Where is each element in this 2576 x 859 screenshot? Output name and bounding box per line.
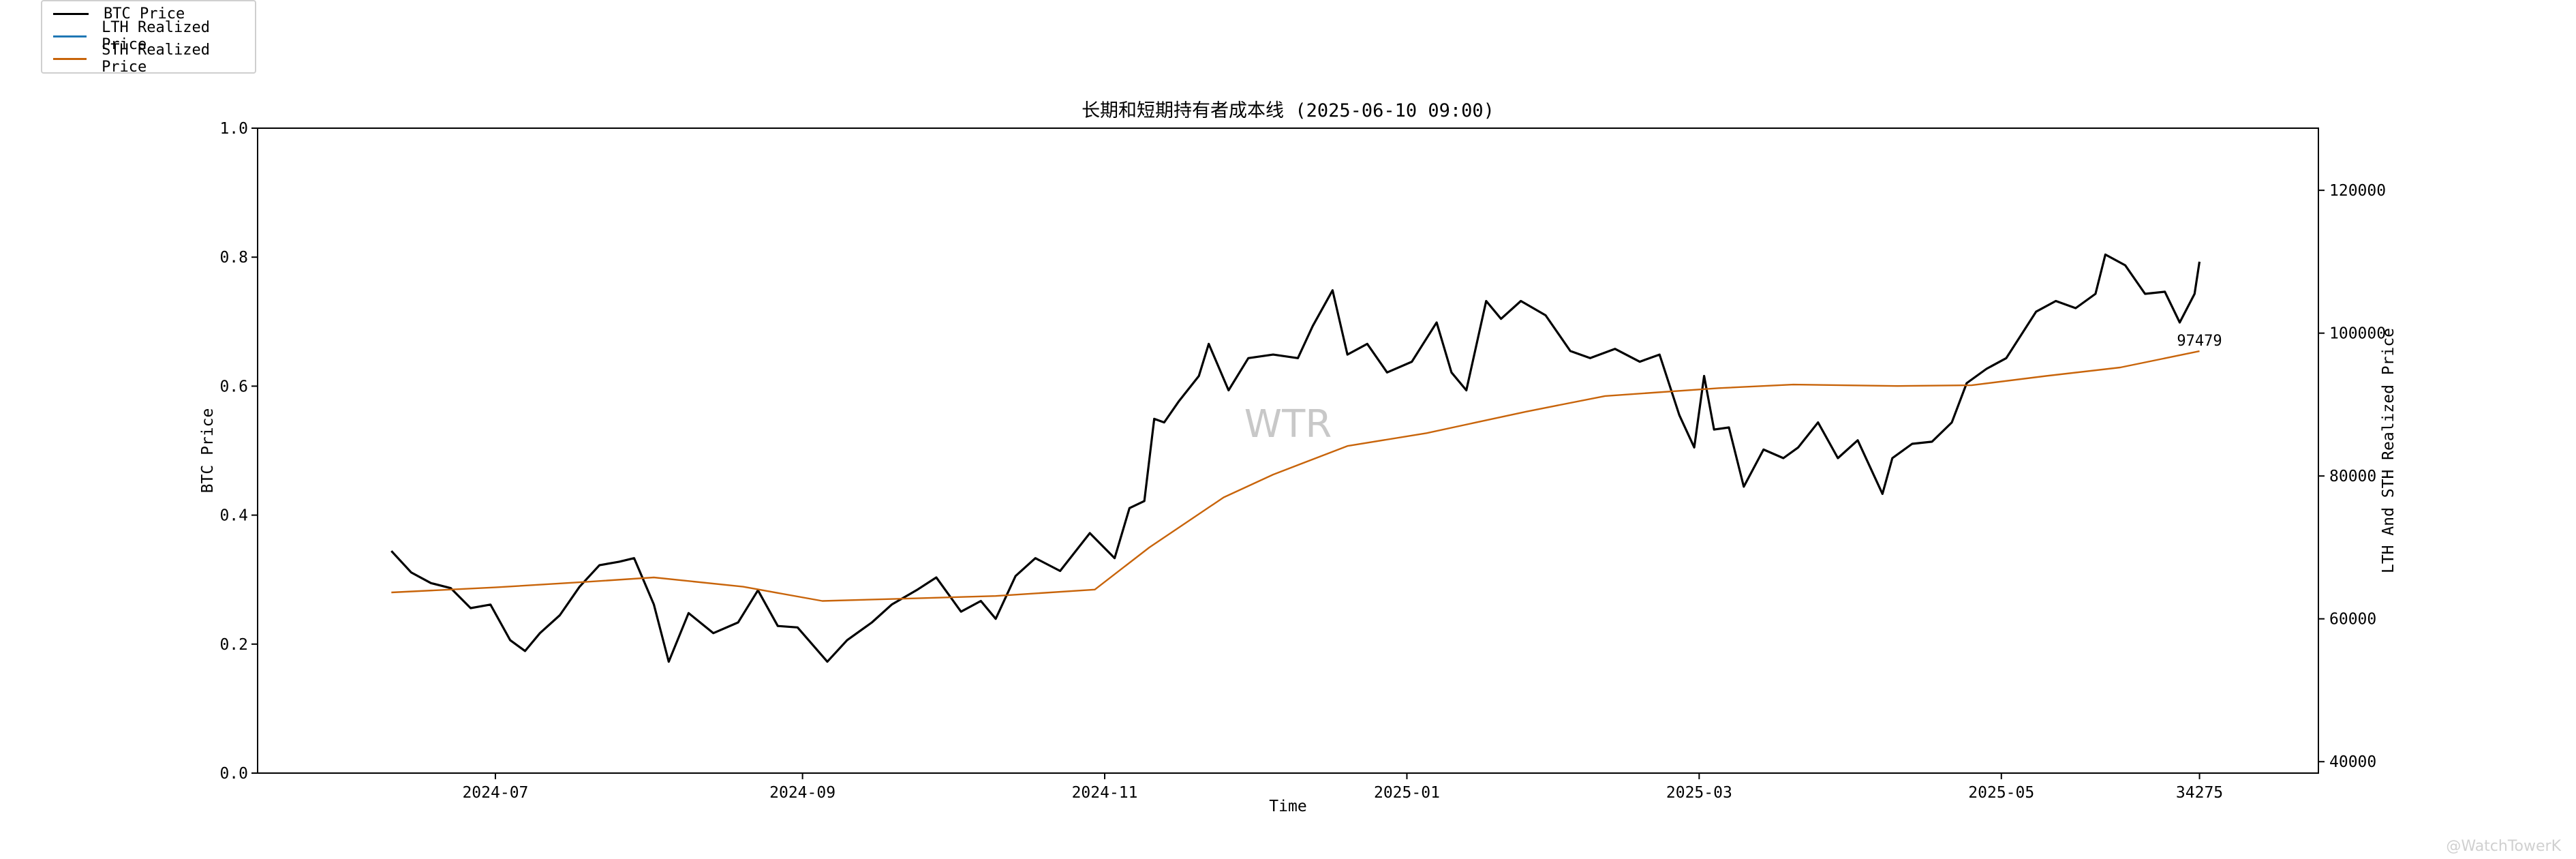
right-axis-label: LTH And STH Realized Price: [2380, 328, 2397, 573]
x-axis-label: Time: [1269, 798, 1306, 815]
x-axis-ticks: 2024-07 2024-09 2024-11 2025-01 2025-03 2025-…: [462, 773, 2223, 802]
left-tick-label-0: 0.0: [219, 765, 248, 783]
legend-swatch-btc: [53, 12, 89, 15]
plot-frame: [257, 127, 2319, 774]
legend-swatch-lth: [53, 35, 87, 37]
right-tick-label-0: 40000: [2329, 753, 2376, 771]
last-value-label: 97479: [2177, 333, 2222, 350]
legend-label-btc: BTC Price: [104, 5, 185, 22]
right-tick-label-1: 60000: [2329, 611, 2376, 629]
legend: BTC Price LTH Realized Price STH Realize…: [41, 0, 256, 76]
right-tick-label-2: 80000: [2329, 468, 2376, 485]
x-tick-label-1: 2024-09: [769, 784, 835, 802]
legend-swatch-sth: [53, 57, 87, 60]
corner-watermark: @WatchTowerK: [2446, 838, 2561, 855]
legend-label-sth: STH Realized Price: [102, 42, 211, 76]
series-line-btc-price: [390, 253, 2201, 663]
left-tick-label-5: 1.0: [219, 120, 248, 138]
right-tick-label-4: 120000: [2329, 182, 2386, 200]
left-tick-label-3: 0.6: [219, 378, 248, 395]
legend-item-btc: BTC Price: [53, 3, 185, 25]
x-tick-label-3: 2025-01: [1374, 784, 1440, 802]
right-tick-label-3: 100000: [2329, 325, 2386, 343]
left-tick-label-2: 0.4: [219, 507, 248, 525]
center-watermark: WTR: [1244, 402, 1332, 447]
x-tick-label-6: 34275: [2176, 784, 2223, 802]
chart-title: 长期和短期持有者成本线 (2025-06-10 09:00): [1082, 100, 1494, 121]
x-tick-label-0: 2024-07: [462, 784, 528, 802]
legend-label-lth: LTH Realized Price: [102, 19, 211, 53]
x-tick-label-4: 2025-03: [1666, 784, 1732, 802]
series-layer: [390, 253, 2201, 663]
left-tick-label-4: 0.8: [219, 249, 248, 267]
legend-item-sth: STH Realized Price: [53, 42, 255, 76]
x-tick-label-2: 2024-11: [1072, 784, 1138, 802]
left-axis-ticks: 0.0 0.2 0.4 0.6 0.8 1.0: [219, 120, 258, 783]
right-axis-ticks: 40000 60000 80000 100000 120000: [2318, 182, 2386, 771]
x-tick-label-5: 2025-05: [1968, 784, 2034, 802]
left-axis-label: BTC Price: [199, 408, 217, 494]
series-line-sth-realized-price: [391, 350, 2200, 602]
left-tick-label-1: 0.2: [219, 636, 248, 654]
legend-item-lth: LTH Realized Price: [53, 19, 255, 53]
